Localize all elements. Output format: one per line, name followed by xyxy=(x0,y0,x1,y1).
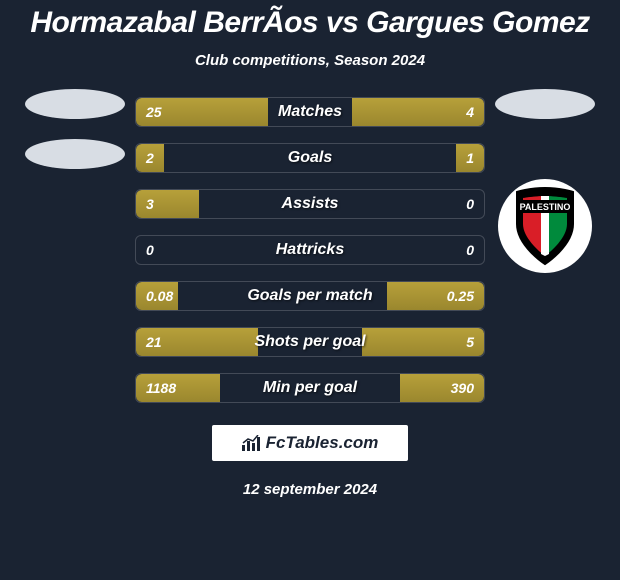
stat-label: Goals xyxy=(136,144,484,172)
stat-value-right: 390 xyxy=(451,374,474,402)
footer: FcTables.com 12 september 2024 xyxy=(212,425,409,498)
brand-badge: FcTables.com xyxy=(212,425,409,461)
stat-row: Shots per goal21 5 xyxy=(135,327,485,357)
stat-value-left: 3 xyxy=(146,190,154,218)
stat-value-right: 1 xyxy=(466,144,474,172)
team-badge-placeholder xyxy=(495,89,595,119)
stat-label: Goals per match xyxy=(136,282,484,310)
stat-value-left: 21 xyxy=(146,328,162,356)
comparison-area: Matches254Goals21Assists30Hattricks00Goa… xyxy=(0,97,620,403)
stat-value-left: 25 xyxy=(146,98,162,126)
stat-row: Matches25 4 xyxy=(135,97,485,127)
stat-label: Hattricks xyxy=(136,236,484,264)
stat-label: Shots per goal xyxy=(136,328,484,356)
player1-badges xyxy=(15,89,135,169)
stat-row: Assists3 0 xyxy=(135,189,485,219)
brand-label: FcTables.com xyxy=(266,433,379,453)
chart-icon xyxy=(242,435,260,451)
stat-value-right: 5 xyxy=(466,328,474,356)
stat-value-right: 0 xyxy=(466,236,474,264)
stat-label: Assists xyxy=(136,190,484,218)
stat-row: Hattricks0 0 xyxy=(135,235,485,265)
stat-value-left: 1188 xyxy=(146,374,176,402)
team-badge-placeholder xyxy=(25,139,125,169)
team-badge-placeholder xyxy=(25,89,125,119)
stat-row: Min per goal1188 390 xyxy=(135,373,485,403)
stat-bars: Matches254Goals21Assists30Hattricks00Goa… xyxy=(135,97,485,403)
stat-value-right: 0.25 xyxy=(447,282,474,310)
page-title: Hormazabal BerrÃ­os vs Gargues Gomez xyxy=(30,6,589,40)
stat-value-right: 4 xyxy=(466,98,474,126)
player2-badges: PALESTINO xyxy=(485,89,605,273)
date-label: 12 september 2024 xyxy=(243,481,377,498)
stat-value-right: 0 xyxy=(466,190,474,218)
stat-value-left: 0 xyxy=(146,236,154,264)
stat-row: Goals2 1 xyxy=(135,143,485,173)
stat-value-left: 2 xyxy=(146,144,154,172)
badge-label: PALESTINO xyxy=(520,202,571,212)
shield-icon: PALESTINO xyxy=(511,186,579,266)
stat-row: Goals per match0.08 0.25 xyxy=(135,281,485,311)
subtitle: Club competitions, Season 2024 xyxy=(195,52,425,69)
stat-label: Min per goal xyxy=(136,374,484,402)
palestino-badge: PALESTINO xyxy=(498,179,592,273)
stat-value-left: 0.08 xyxy=(146,282,173,310)
stat-label: Matches xyxy=(136,98,484,126)
